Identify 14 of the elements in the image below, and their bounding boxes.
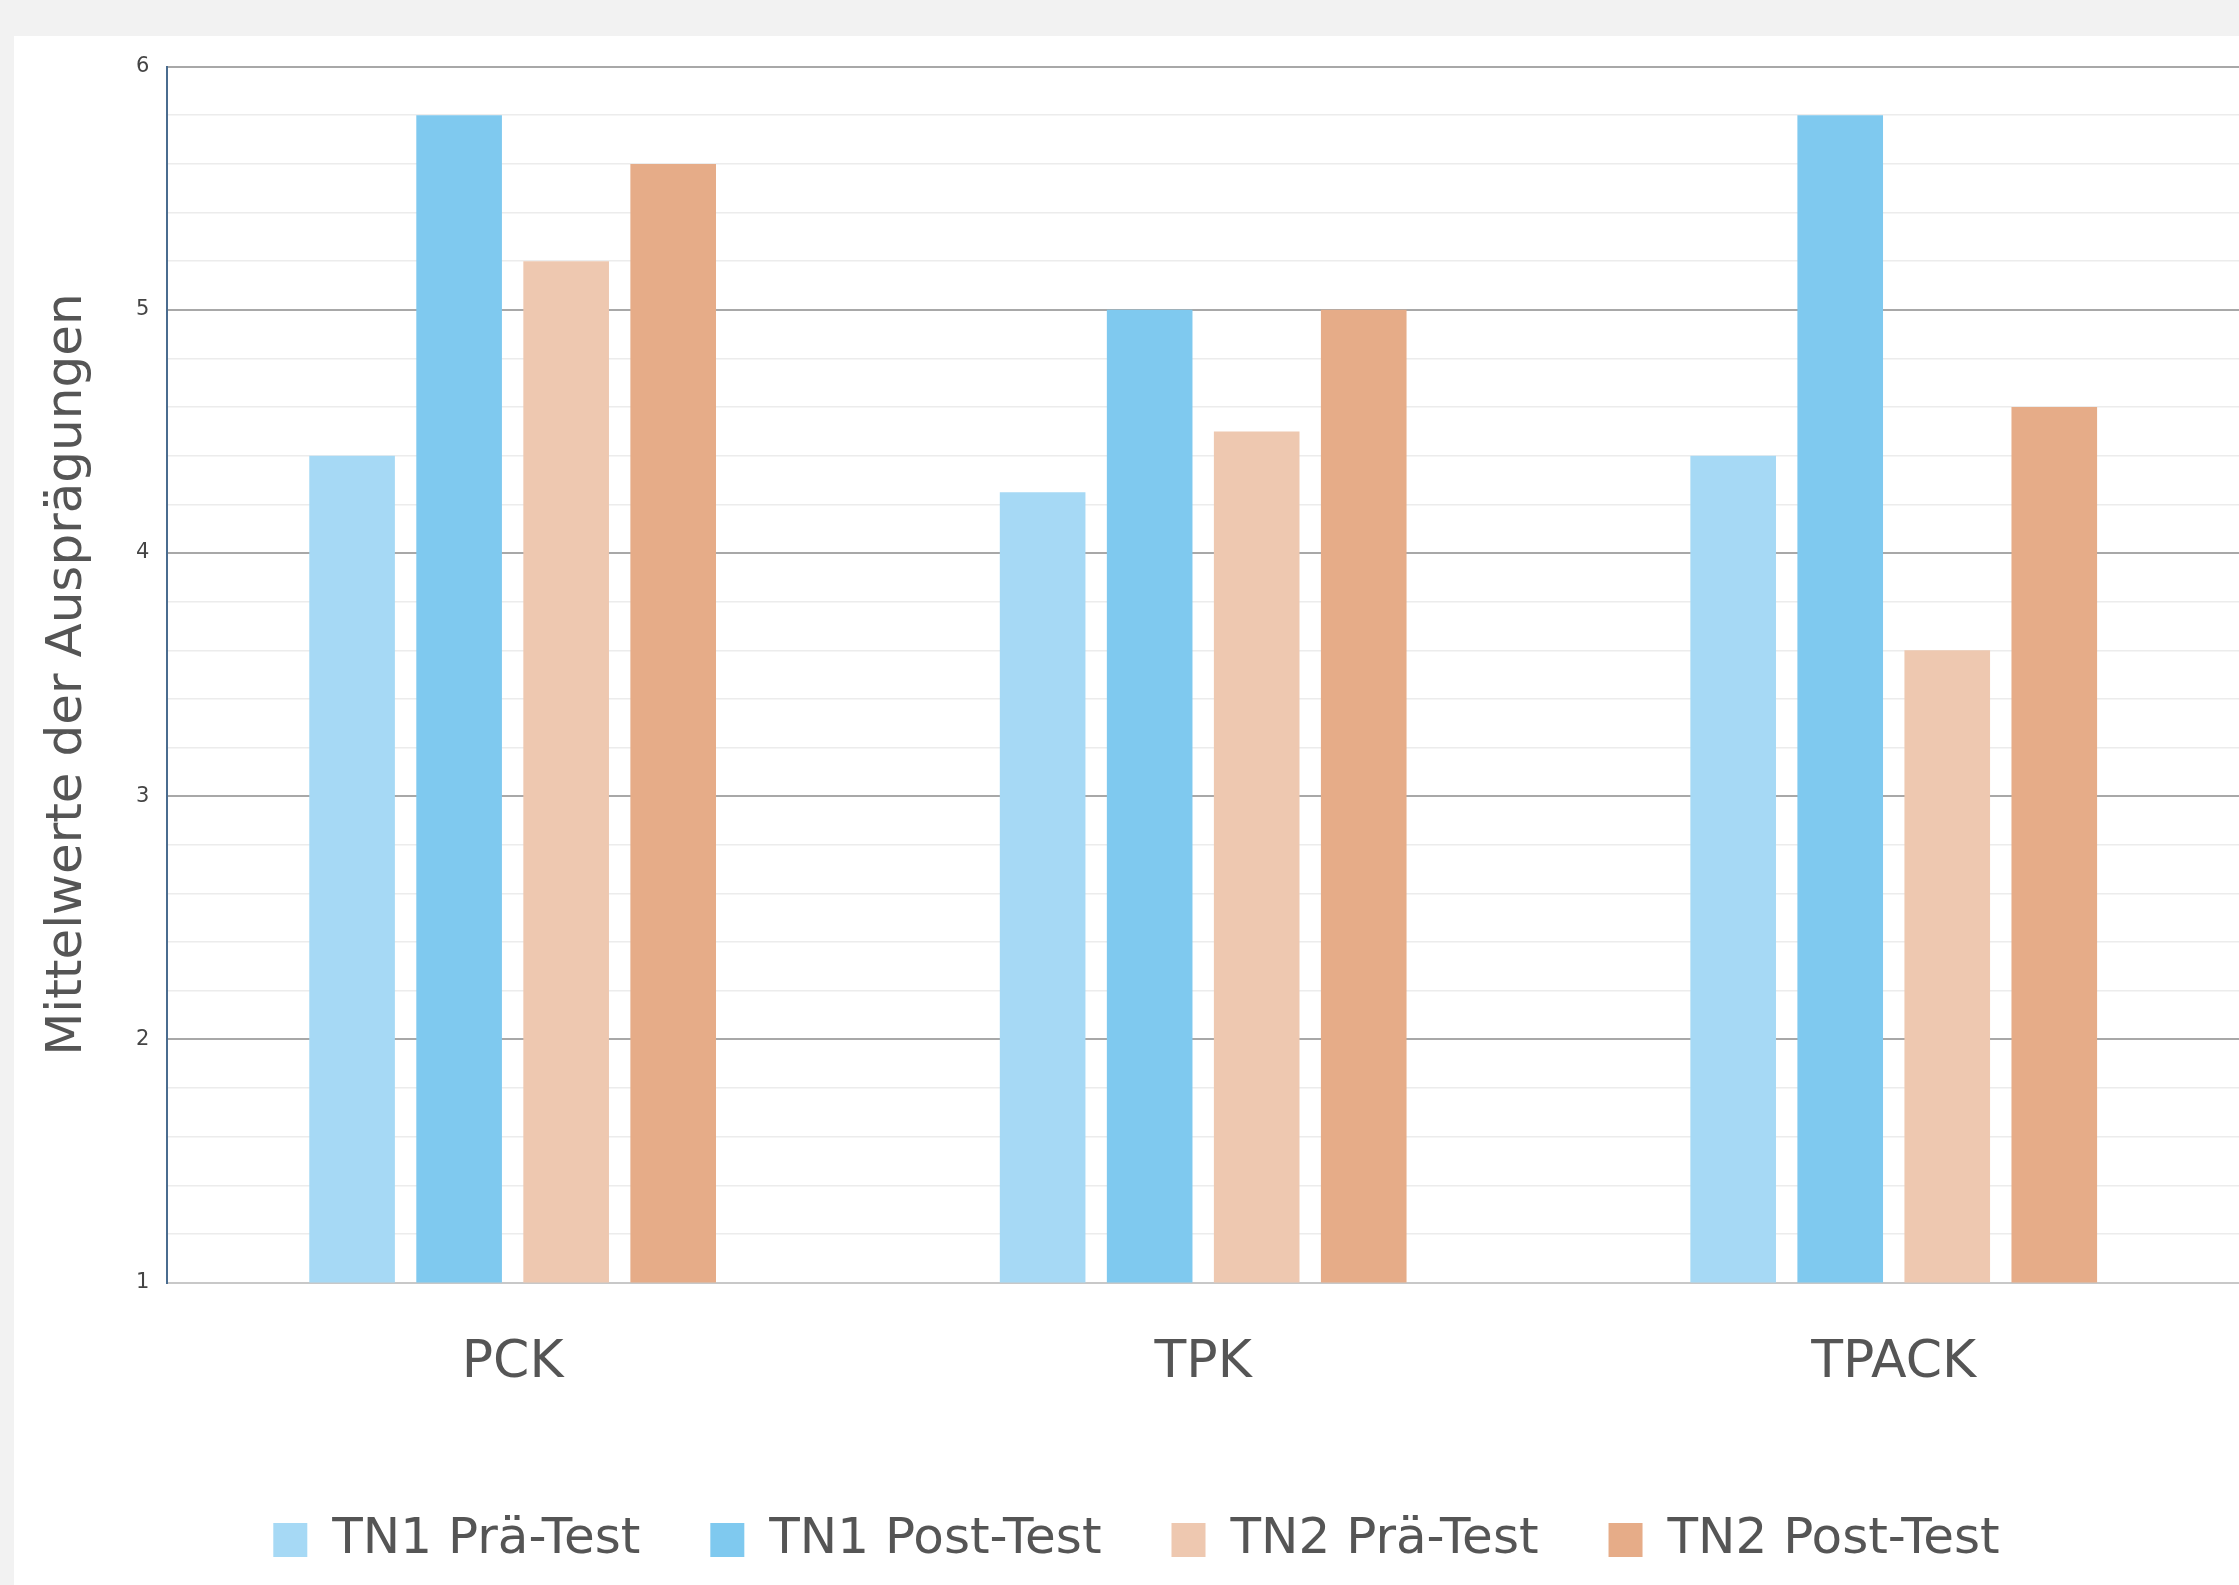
- y-tick-label: 1: [135, 1269, 150, 1294]
- x-tick-label: TPK: [1153, 1329, 1254, 1390]
- x-tick-label: PCK: [461, 1329, 566, 1390]
- legend-label: TN2 Prä-Test: [1229, 1506, 1539, 1565]
- y-tick-label: 4: [135, 539, 150, 564]
- y-axis-title: Mittelwerte der Ausprägungen: [34, 293, 93, 1056]
- legend-label: TN1 Prä-Test: [331, 1506, 641, 1565]
- y-tick-label: 6: [135, 53, 150, 78]
- y-tick-label: 2: [135, 1025, 150, 1050]
- y-tick-label: 5: [135, 296, 150, 321]
- x-tick-label: TPACK: [1810, 1329, 1979, 1390]
- legend-label: TN1 Post-Test: [768, 1506, 1102, 1565]
- y-tick-label: 3: [135, 782, 150, 807]
- legend-label: TN2 Post-Test: [1666, 1506, 2000, 1565]
